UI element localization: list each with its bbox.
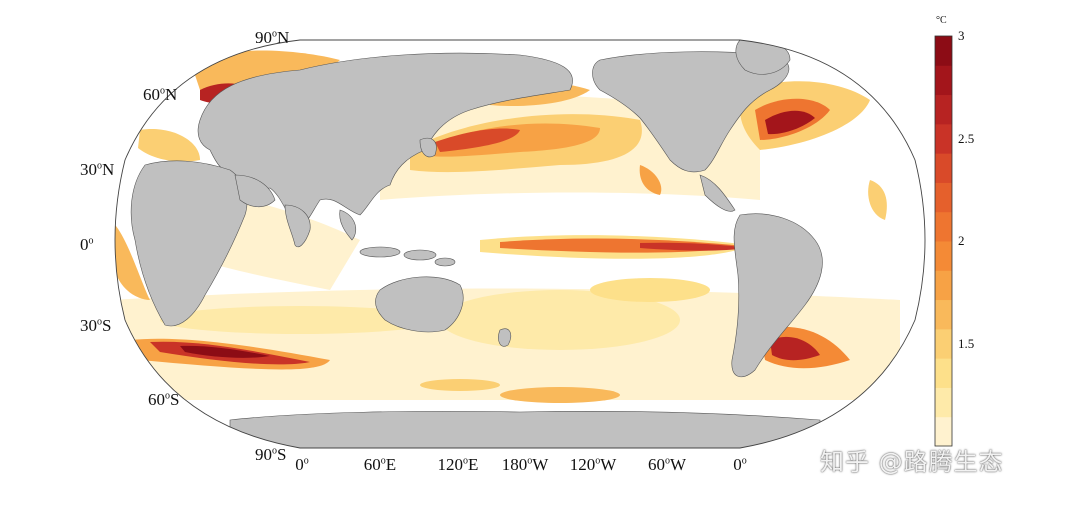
colorbar-segment: [935, 65, 952, 96]
lat-label-90n: 90oN: [255, 28, 290, 47]
colorbar-segment: [935, 387, 952, 418]
lat-label-90s: 90oS: [255, 445, 287, 464]
colorbar-tick-label: 2.5: [958, 130, 975, 146]
lat-label-60n: 60oN: [143, 85, 178, 104]
colorbar-segment: [935, 211, 952, 242]
colorbar-segment: [935, 94, 952, 125]
colorbar-segment: [935, 299, 952, 330]
colorbar-tick-label: 3: [958, 28, 965, 43]
colorbar-tick-label: 1.5: [958, 335, 975, 351]
colorbar-unit: °C: [936, 15, 947, 26]
colorbar-tick-label: 2: [958, 233, 965, 248]
watermark: 知乎 @路腾生态: [820, 448, 1004, 476]
colorbar-segment: [935, 241, 952, 271]
lon-label-120e: 120oE: [437, 455, 479, 474]
colorbar-segment: [935, 123, 952, 154]
colorbar-segment: [935, 270, 952, 301]
lon-label-0: 0o: [295, 455, 309, 474]
colorbar-frame: [934, 35, 953, 447]
colorbar: [934, 35, 953, 447]
lon-label-180w: 180oW: [501, 455, 549, 474]
colorbar-segment: [935, 153, 952, 183]
lat-label-60s: 60oS: [148, 390, 180, 409]
lat-label-30n: 30oN: [80, 160, 115, 179]
colorbar-segment: [935, 328, 952, 359]
lon-label-120w: 120oW: [569, 455, 617, 474]
lat-label-0: 0o: [80, 235, 94, 254]
colorbar-segment: [935, 358, 952, 388]
lon-label-60e: 60oE: [363, 455, 397, 474]
lat-label-30s: 30oS: [80, 316, 112, 335]
lon-label-60w: 60oW: [647, 455, 687, 474]
colorbar-segment: [935, 182, 952, 213]
colorbar-segment: [935, 36, 952, 66]
map-frame: [114, 39, 926, 449]
colorbar-segment: [935, 416, 952, 447]
lon-label-0-east: 0o: [733, 455, 747, 474]
